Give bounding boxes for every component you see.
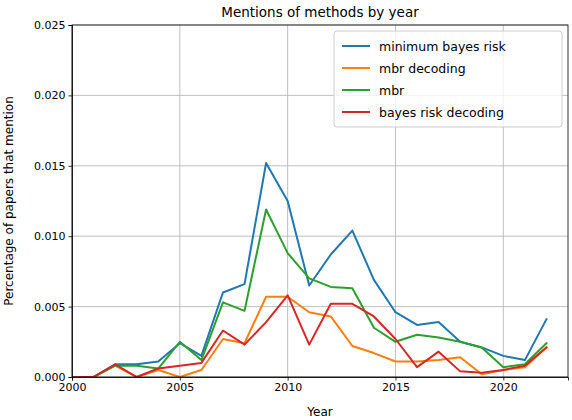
legend-swatch <box>342 45 370 47</box>
plot-frame <box>72 25 568 377</box>
tick: 2020 <box>490 377 518 394</box>
x-axis: 20002005201020152020 <box>59 377 569 394</box>
grid-line <box>72 165 568 166</box>
tick-label: 0.025 <box>34 19 66 32</box>
legend: minimum bayes risk mbr decoding mbr bayes r… <box>334 31 562 127</box>
tick: 0.015 <box>34 160 72 173</box>
tick-label: 2020 <box>490 381 518 394</box>
legend-label: minimum bayes risk <box>379 39 507 54</box>
tick-label: 0.005 <box>34 301 66 314</box>
grid-line <box>72 236 568 237</box>
tick-mark <box>69 95 73 96</box>
legend-label: mbr decoding <box>379 61 466 76</box>
tick-label: 2010 <box>274 381 302 394</box>
tick: 0.020 <box>34 89 72 102</box>
tick-mark <box>503 377 504 381</box>
tick-mark <box>288 377 289 381</box>
series-line <box>72 163 546 377</box>
grid-line <box>72 306 568 307</box>
legend-swatch <box>342 67 370 69</box>
series-line <box>72 295 546 377</box>
grid-line <box>179 25 180 377</box>
series-line <box>72 297 546 377</box>
tick: 2010 <box>274 377 302 394</box>
tick-mark <box>69 236 73 237</box>
axis-line <box>73 378 569 381</box>
chart: 200020052010201520200.0000.0050.0100.015… <box>0 0 572 420</box>
legend-swatch <box>342 89 370 91</box>
tick: 0.010 <box>34 230 72 243</box>
tick-mark <box>69 25 73 26</box>
tick-mark <box>395 377 396 381</box>
tick-mark <box>69 166 73 167</box>
tick-label: 2005 <box>166 381 194 394</box>
tick-label: 0.020 <box>34 89 66 102</box>
x-axis-title: Year <box>306 405 332 419</box>
legend-box <box>334 31 562 127</box>
tick: 2005 <box>166 377 194 394</box>
series-line <box>72 209 546 377</box>
tick-label: 0.010 <box>34 230 66 243</box>
y-axis-title: Percentage of papers that mention <box>2 96 16 306</box>
tick: 0.005 <box>34 301 72 314</box>
grid <box>72 25 568 377</box>
tick: 2015 <box>382 377 410 394</box>
tick-mark <box>69 307 73 308</box>
tick: 0.025 <box>34 19 72 32</box>
title: Mentions of methods by year <box>221 4 419 20</box>
tick-label: 2015 <box>382 381 410 394</box>
tick-label: 0.015 <box>34 160 66 173</box>
legend-label: bayes risk decoding <box>379 105 504 120</box>
tick-mark <box>69 377 73 378</box>
y-axis: 0.000 0.005 0.010 0.015 0.020 0.025 <box>34 19 73 384</box>
tick-mark <box>180 377 181 381</box>
legend-swatch <box>342 111 370 113</box>
legend-label: mbr <box>379 83 405 98</box>
tick: 0.000 <box>34 371 72 384</box>
tick-label: 0.000 <box>34 371 66 384</box>
lines <box>72 163 546 377</box>
